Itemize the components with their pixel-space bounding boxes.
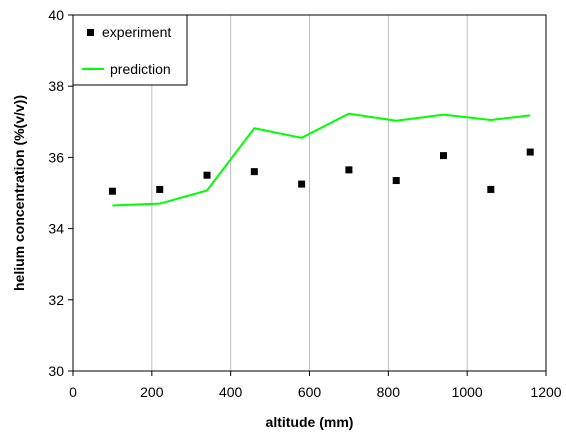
- legend-label-experiment: experiment: [102, 24, 171, 40]
- experiment-point: [487, 185, 495, 193]
- experiment-point: [298, 180, 306, 188]
- y-tick-label: 34: [48, 221, 64, 237]
- x-tick-label: 400: [219, 384, 243, 400]
- x-tick-label: 600: [298, 384, 322, 400]
- legend-marker-experiment: [87, 29, 94, 36]
- x-tick-label: 1200: [530, 384, 561, 400]
- legend-box: [72, 14, 188, 86]
- experiment-point: [108, 187, 116, 195]
- experiment-point: [156, 185, 164, 193]
- experiment-point: [250, 168, 258, 176]
- y-tick-label: 38: [48, 78, 64, 94]
- y-tick-label: 40: [48, 7, 64, 23]
- x-tick-label: 200: [140, 384, 164, 400]
- legend-label-prediction: prediction: [110, 61, 171, 77]
- grid: [151, 15, 468, 371]
- legend: experiment prediction: [72, 14, 188, 86]
- experiment-point: [526, 148, 534, 156]
- experiment-point: [345, 166, 353, 174]
- y-axis-label: helium concentration (%(v/v)): [11, 95, 27, 291]
- prediction-series: [112, 112, 531, 207]
- experiment-series: [108, 148, 534, 195]
- experiment-point: [392, 177, 400, 185]
- x-tick-label: 1000: [452, 384, 483, 400]
- y-tick-label: 32: [48, 292, 64, 308]
- prediction-line: [112, 112, 531, 207]
- experiment-point: [440, 152, 448, 160]
- y-tick-label: 30: [48, 363, 64, 379]
- ticks: 0 200 400 600 800 1000 1200 30 32 34 36 38 40: [48, 7, 561, 400]
- experiment-point: [203, 171, 211, 179]
- x-axis-label: altitude (mm): [266, 414, 354, 430]
- x-tick-label: 800: [377, 384, 401, 400]
- y-tick-label: 36: [48, 149, 64, 165]
- x-tick-label: 0: [69, 384, 77, 400]
